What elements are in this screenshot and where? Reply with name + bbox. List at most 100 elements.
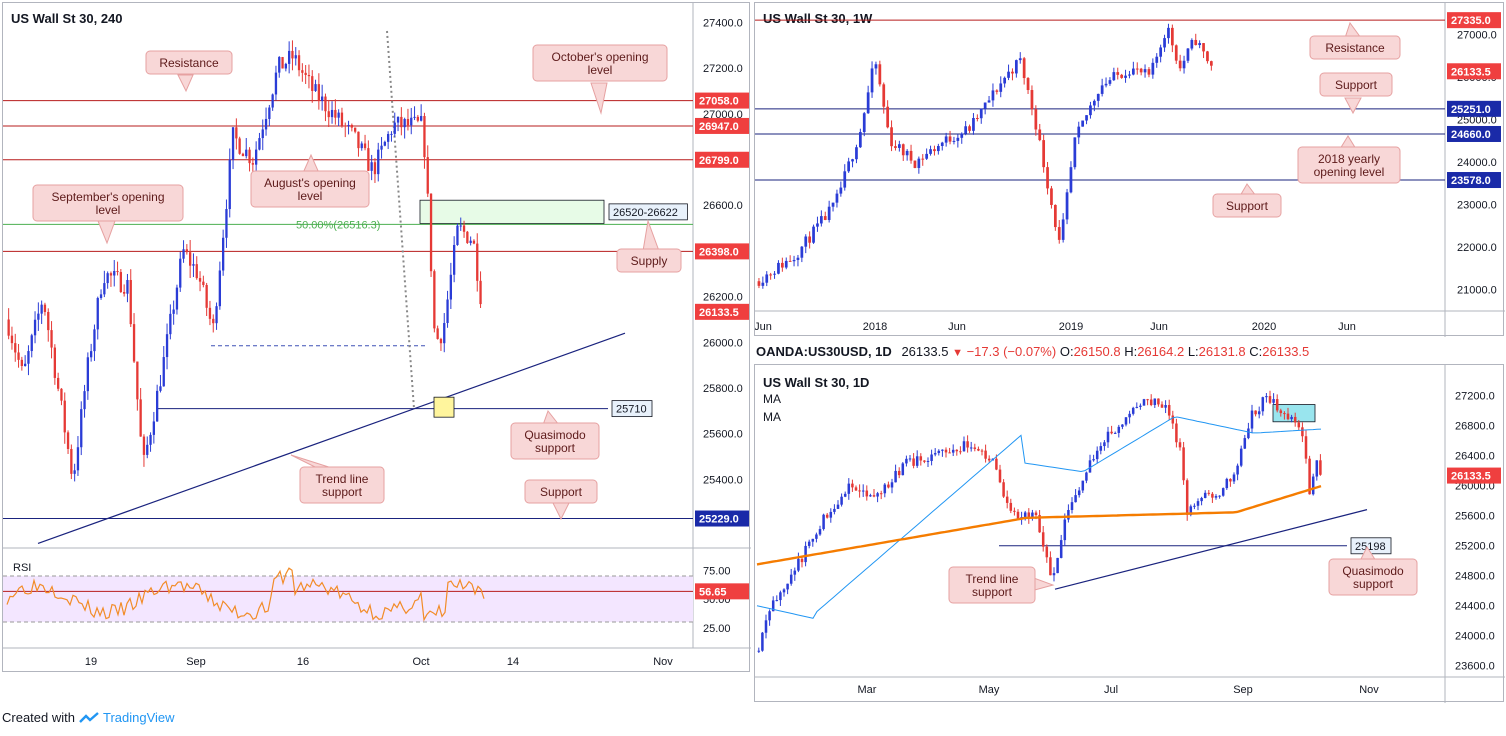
h4-candle xyxy=(294,55,297,59)
h4-candle xyxy=(357,131,360,149)
h4-candle xyxy=(472,240,476,244)
daily-candle xyxy=(1157,398,1160,405)
h4-supply-range-label: 26520-26622 xyxy=(613,207,678,219)
daily-candle xyxy=(869,495,872,497)
h4-candle xyxy=(221,237,225,271)
weekly-candle xyxy=(862,113,866,133)
weekly-support-lower-label-box xyxy=(1212,193,1282,218)
h4-trend-line xyxy=(37,332,626,544)
daily-candle xyxy=(890,482,894,488)
h4-candle xyxy=(10,335,14,344)
h4-candle xyxy=(215,306,218,324)
h4-resistance-label-pointer xyxy=(177,74,194,93)
weekly-candle xyxy=(905,150,909,156)
daily-candle xyxy=(901,463,905,476)
daily-candle xyxy=(1286,413,1290,420)
h4-candle xyxy=(367,148,370,171)
daily-candle xyxy=(865,490,869,497)
h4-chart[interactable]: US Wall St 30, 240 27400.027200.027000.02… xyxy=(3,3,751,673)
h4-candle xyxy=(103,283,106,295)
daily-candle xyxy=(1275,399,1279,411)
h4-y-tick: 27400.0 xyxy=(703,17,743,29)
h4-septembers-opening-label-text: level xyxy=(96,203,121,217)
daily-candle xyxy=(1049,557,1052,576)
daily-candle xyxy=(840,496,843,505)
h4-x-tick: Oct xyxy=(412,656,429,668)
h4-candle xyxy=(251,163,255,165)
daily-candle xyxy=(969,447,973,449)
daily-candle xyxy=(962,441,966,452)
weekly-candle xyxy=(1143,69,1147,73)
weekly-candle xyxy=(948,136,952,142)
weekly-price-tag: 24660.0 xyxy=(1451,129,1491,141)
weekly-y-tick: 24000.0 xyxy=(1457,157,1497,169)
weekly-candle xyxy=(812,226,815,243)
h4-candle xyxy=(43,304,47,312)
weekly-y-tick: 27000.0 xyxy=(1457,29,1497,41)
h4-y-tick: 25800.0 xyxy=(703,383,743,395)
weekly-chart[interactable]: US Wall St 30, 1W27000.026000.025000.024… xyxy=(755,3,1505,337)
daily-candle xyxy=(1171,415,1175,424)
daily-candle xyxy=(789,574,793,584)
daily-candle xyxy=(1013,510,1016,512)
h4-candle xyxy=(155,390,159,422)
h4-septembers-opening-label-box xyxy=(32,184,184,222)
daily-candle xyxy=(1283,413,1286,415)
weekly-candle xyxy=(1170,27,1174,46)
daily-chart[interactable]: US Wall St 30, 1D MA MA 27200.0 26800.0 26400… xyxy=(755,365,1505,703)
h4-candle xyxy=(20,359,24,366)
weekly-candle xyxy=(1178,60,1182,69)
h4-candle xyxy=(89,351,93,358)
h4-candle xyxy=(245,149,248,157)
h4-candle xyxy=(113,271,116,276)
daily-candle xyxy=(1247,428,1250,439)
daily-candle xyxy=(1250,410,1254,429)
weekly-candle xyxy=(1085,115,1088,121)
weekly-candle xyxy=(870,68,874,93)
daily-candle xyxy=(872,495,876,497)
daily-candle xyxy=(1016,511,1020,519)
daily-ma-label-2: MA xyxy=(763,410,781,424)
weekly-2018-yearly-opening-label-text: 2018 yearly xyxy=(1318,152,1380,166)
tradingview-brand[interactable]: TradingView xyxy=(102,710,175,725)
daily-candle xyxy=(768,611,771,621)
h4-candle xyxy=(429,193,433,272)
daily-ma-blue xyxy=(756,416,1322,619)
weekly-title: US Wall St 30, 1W xyxy=(763,11,873,26)
h4-trend-line-support-label-text: support xyxy=(322,485,363,499)
daily-candle xyxy=(807,541,811,546)
h4-candle xyxy=(116,271,119,273)
weekly-candle xyxy=(960,133,964,138)
daily-change: −17.3 (−0.07%) xyxy=(966,344,1057,359)
h4-candle xyxy=(175,287,179,310)
weekly-candle xyxy=(777,262,780,274)
daily-candle xyxy=(761,632,764,651)
daily-candle xyxy=(1189,506,1193,515)
h4-candle xyxy=(248,149,251,164)
weekly-candle xyxy=(897,144,901,148)
h4-candle xyxy=(390,133,393,135)
h4-supply-range-label-bg xyxy=(608,203,688,221)
weekly-candle xyxy=(1018,58,1022,61)
weekly-candle xyxy=(944,136,948,143)
daily-candle xyxy=(941,449,944,451)
daily-candle xyxy=(825,514,829,518)
daily-candle xyxy=(1214,496,1218,498)
weekly-candle xyxy=(1092,100,1096,106)
rsi-current-tag-bg xyxy=(695,583,749,600)
daily-candle xyxy=(908,458,912,460)
h4-y-tick: 25600.0 xyxy=(703,429,743,441)
h4-supply-label-box xyxy=(616,248,682,273)
h4-quasimodo-support-label-text: support xyxy=(535,441,576,455)
daily-candle xyxy=(833,508,836,512)
rsi-y-tick: 75.00 xyxy=(703,565,731,577)
h4-candle xyxy=(314,84,317,91)
daily-candle xyxy=(980,450,984,452)
h4-candle xyxy=(419,116,423,121)
daily-candle xyxy=(977,448,980,451)
h4-quasimodo-label-bg xyxy=(611,400,653,418)
h4-candle xyxy=(278,57,281,73)
daily-candle xyxy=(1193,505,1196,507)
h4-septembers-opening-label-text: September's opening xyxy=(51,190,164,204)
daily-candle xyxy=(1092,459,1095,461)
